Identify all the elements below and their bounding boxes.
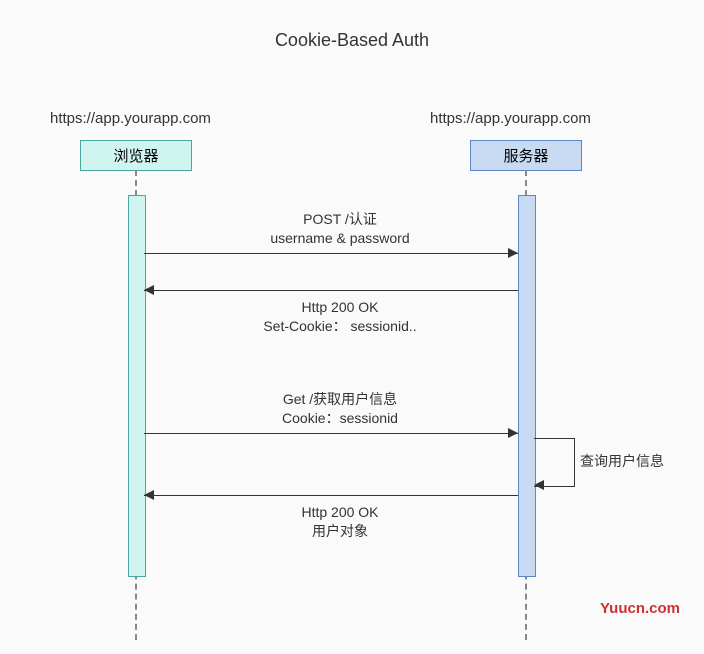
msg1-line2: username & password (240, 229, 440, 248)
server-activation (518, 195, 536, 577)
msg2-line1: Http 200 OK (220, 298, 460, 317)
browser-box-label: 浏览器 (113, 148, 158, 165)
msg2-label: Http 200 OK Set-Cookie： sessionid.. (220, 298, 460, 336)
msg5-arrowhead (144, 490, 154, 500)
msg5-line1: Http 200 OK (250, 503, 430, 522)
diagram-title: Cookie-Based Auth (232, 30, 472, 51)
msg2-arrowhead (144, 285, 154, 295)
watermark: Yuucn.com (600, 600, 680, 617)
msg3-arrowhead (508, 428, 518, 438)
sequence-diagram: Cookie-Based Auth https://app.yourapp.co… (0, 0, 704, 654)
msg3-arrow (144, 433, 518, 434)
msg3-line2: Cookie：sessionid (240, 409, 440, 428)
msg5-label: Http 200 OK 用户对象 (250, 503, 430, 541)
msg5-arrow (144, 495, 518, 496)
server-url: https://app.yourapp.com (430, 110, 591, 127)
msg1-line1: POST /认证 (240, 210, 440, 229)
msg1-arrow (144, 253, 518, 254)
msg2-line2: Set-Cookie： sessionid.. (220, 317, 460, 336)
msg4-label: 查询用户信息 (580, 452, 690, 471)
msg5-line2: 用户对象 (250, 522, 430, 541)
server-box-label: 服务器 (503, 148, 548, 165)
msg4-text: 查询用户信息 (580, 453, 664, 469)
msg4-arrowhead (534, 480, 544, 490)
browser-box: 浏览器 (80, 140, 192, 171)
browser-url: https://app.yourapp.com (50, 110, 211, 127)
msg2-arrow (144, 290, 518, 291)
server-box: 服务器 (470, 140, 582, 171)
msg3-label: Get /获取用户信息 Cookie：sessionid (240, 390, 440, 428)
msg1-label: POST /认证 username & password (240, 210, 440, 248)
msg3-line1: Get /获取用户信息 (240, 390, 440, 409)
msg1-arrowhead (508, 248, 518, 258)
